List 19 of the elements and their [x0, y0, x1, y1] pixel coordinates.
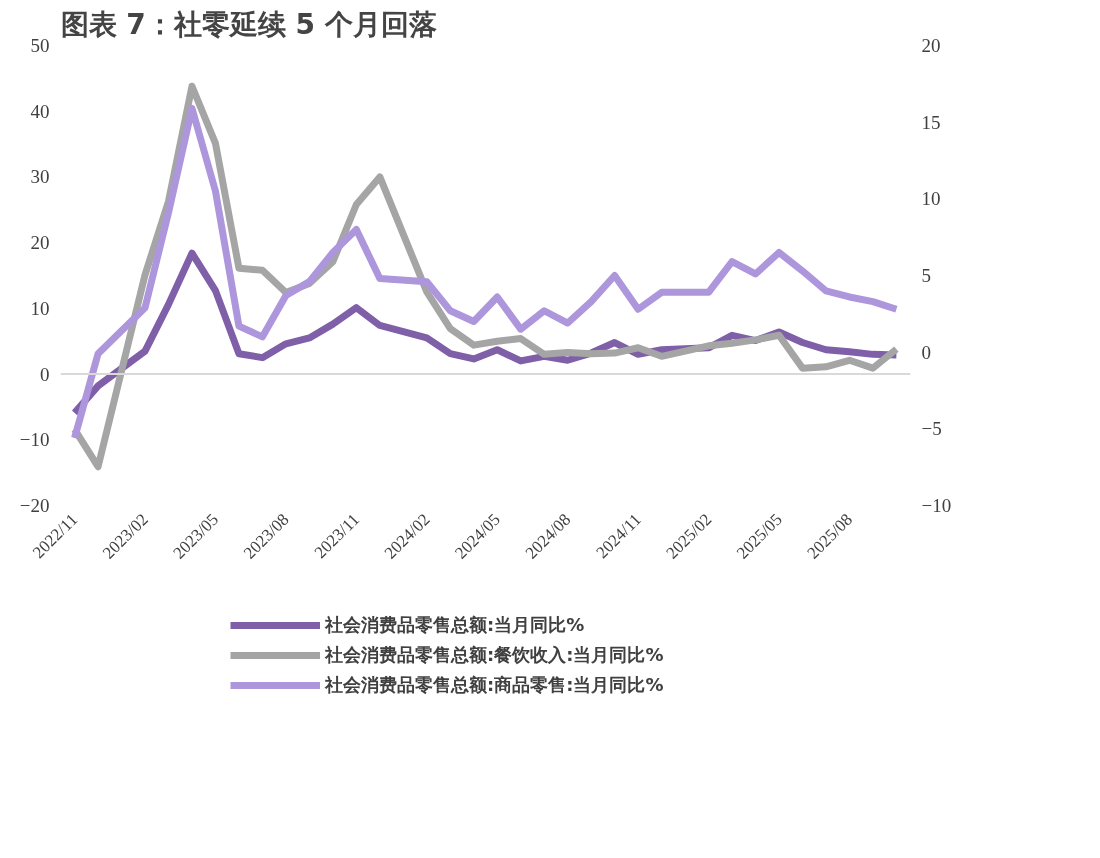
y-tick-label: 40 [30, 100, 50, 122]
y-tick-label: −20 [19, 495, 50, 516]
legend-label: 社会消费品零售总额:商品零售:当月同比% [325, 673, 664, 697]
y-tick-label: −10 [19, 429, 50, 451]
y-tick-label: 20 [30, 232, 50, 254]
y-tick-label: 50 [30, 35, 50, 56]
y2-tick-label: −5 [921, 418, 942, 440]
y2-tick-label: 10 [921, 188, 941, 210]
y2-tick-label: 5 [921, 265, 931, 286]
chart-title: 图表 7：社零延续 5 个月回落 [60, 7, 437, 41]
y-tick-label: 10 [30, 297, 50, 319]
y2-tick-label: −10 [921, 495, 952, 516]
legend-label: 社会消费品零售总额:当月同比% [325, 613, 585, 637]
y2-tick-label: 20 [921, 35, 941, 56]
y2-tick-label: 15 [921, 111, 941, 133]
y-tick-label: 30 [30, 166, 50, 188]
y-tick-label: 0 [40, 363, 50, 385]
y2-tick-label: 0 [921, 341, 931, 363]
legend-label: 社会消费品零售总额:餐饮收入:当月同比% [325, 643, 664, 667]
